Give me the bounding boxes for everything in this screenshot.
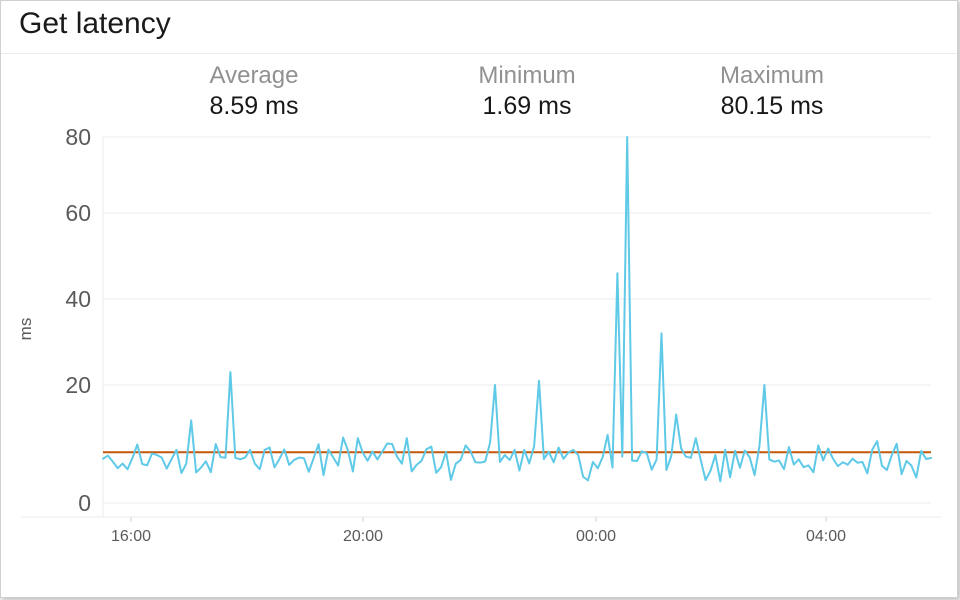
svg-text:0: 0	[78, 490, 91, 516]
svg-text:20:00: 20:00	[343, 528, 383, 545]
svg-text:60: 60	[65, 200, 91, 226]
svg-text:04:00: 04:00	[806, 528, 846, 545]
svg-text:40: 40	[65, 286, 91, 312]
svg-text:16:00: 16:00	[111, 528, 151, 545]
svg-text:ms: ms	[16, 318, 35, 341]
svg-text:80: 80	[65, 124, 91, 150]
svg-text:00:00: 00:00	[576, 528, 616, 545]
svg-text:20: 20	[65, 372, 91, 398]
